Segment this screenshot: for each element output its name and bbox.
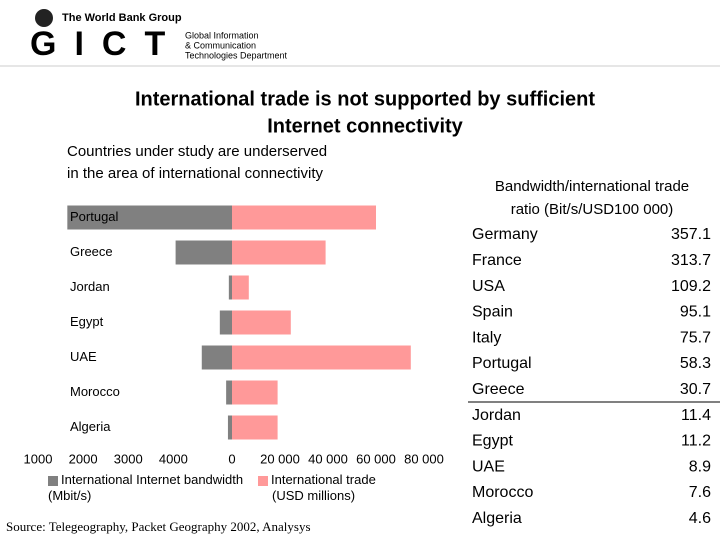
category-label: Greece [70, 244, 113, 259]
bar [226, 380, 232, 405]
x-tick-label: 4000 [159, 451, 188, 466]
subtitle: Countries under study are underserved [67, 143, 327, 160]
table-header: ratio (Bit/s/USD100 000) [511, 201, 674, 218]
category-label: Portugal [70, 209, 119, 224]
table-country: Spain [472, 304, 513, 321]
table-country: Egypt [472, 433, 513, 450]
logo-globe [35, 9, 53, 27]
category-label: Algeria [70, 419, 111, 434]
bar [232, 310, 291, 335]
x-tick-label: 80 000 [404, 451, 444, 466]
bar [227, 415, 232, 440]
bar [232, 205, 376, 230]
table-country: France [472, 252, 522, 269]
organization: The World Bank Group [62, 12, 182, 24]
bar [232, 275, 249, 300]
table-value: 7.6 [689, 484, 711, 501]
table-country: Portugal [472, 355, 532, 372]
bar [232, 415, 278, 440]
table-value: 30.7 [680, 381, 711, 398]
table-country: Greece [472, 381, 525, 398]
bar [175, 240, 232, 265]
category-label: Morocco [70, 384, 120, 399]
subtitle: in the area of international connectivit… [67, 165, 323, 182]
table-value: 11.4 [681, 407, 711, 424]
category-label: UAE [70, 349, 97, 364]
table-value: 75.7 [680, 329, 711, 346]
table-country: Algeria [472, 510, 522, 527]
table-value: 109.2 [671, 278, 711, 295]
bar [232, 345, 411, 370]
bar [228, 275, 232, 300]
table-value: 58.3 [680, 355, 711, 372]
x-tick-label: 1000 [24, 451, 53, 466]
table-country: Morocco [472, 484, 533, 501]
table-header: Bandwidth/international trade [495, 178, 689, 195]
bar [232, 240, 326, 265]
x-tick-label: 2000 [69, 451, 98, 466]
table-country: Germany [472, 226, 538, 243]
bar [201, 345, 232, 370]
table-country: Italy [472, 329, 501, 346]
legend-label: International trade (USD millions) [271, 472, 376, 503]
table-value: 8.9 [689, 458, 711, 475]
legend-swatch [258, 476, 268, 486]
table-value: 95.1 [680, 304, 711, 321]
x-tick-label: 20 000 [260, 451, 300, 466]
table-country: UAE [472, 458, 505, 475]
table-country: Jordan [472, 407, 521, 424]
x-tick-label: 60 000 [356, 451, 396, 466]
department-line: Global Information [185, 30, 259, 40]
logo-text: GICT [30, 25, 183, 63]
category-label: Jordan [70, 279, 110, 294]
x-tick-label: 40 000 [308, 451, 348, 466]
table-country: USA [472, 278, 505, 295]
table-value: 313.7 [671, 252, 711, 269]
header-band [0, 0, 720, 66]
category-label: Egypt [70, 314, 104, 329]
title: International trade is not supported by … [135, 88, 595, 110]
source: Source: Telegeography, Packet Geography … [6, 519, 311, 534]
legend-swatch [48, 476, 58, 486]
table-value: 4.6 [689, 510, 711, 527]
bar [67, 205, 232, 230]
department-line: Technologies Department [185, 50, 288, 60]
title: Internet connectivity [267, 115, 463, 137]
table-value: 11.2 [681, 433, 711, 450]
legend-label: International Internet bandwidth (Mbit/s) [48, 472, 243, 503]
department-line: & Communication [185, 40, 256, 50]
x-tick-label: 0 [228, 451, 235, 466]
bar [219, 310, 232, 335]
x-tick-label: 3000 [114, 451, 143, 466]
table-value: 357.1 [671, 226, 711, 243]
bar [232, 380, 278, 405]
